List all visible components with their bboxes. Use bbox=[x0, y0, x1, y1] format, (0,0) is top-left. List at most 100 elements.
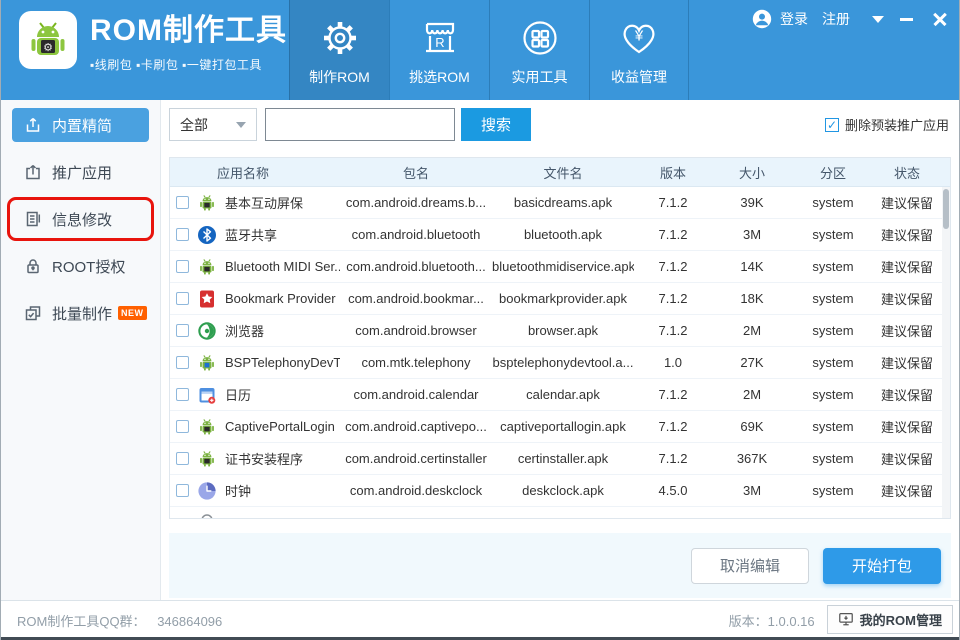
footer: ROM制作工具QQ群： 346864096 版本：1.0.0.16 我的ROM管… bbox=[1, 600, 959, 640]
column-header: 文件名 bbox=[543, 165, 583, 181]
app-name: CaptivePortalLogin bbox=[225, 419, 335, 434]
package-name: com.android.calendar bbox=[353, 387, 479, 402]
file-name: bluetooth.apk bbox=[523, 227, 603, 242]
grid-icon bbox=[518, 14, 562, 62]
app-partition: system bbox=[812, 227, 854, 242]
file-name: deskclock.apk bbox=[522, 483, 604, 498]
cancel-edit-button[interactable]: 取消编辑 bbox=[691, 547, 809, 584]
sidebar-item-info-edit[interactable]: 信息修改 bbox=[7, 197, 154, 241]
app-size: 39K bbox=[740, 195, 764, 210]
start-pack-button[interactable]: 开始打包 bbox=[823, 547, 941, 584]
app-name: 证书安装程序 bbox=[225, 452, 304, 467]
tab-pick-rom[interactable]: R 挑选ROM bbox=[389, 0, 489, 100]
app-version: 7.1.2 bbox=[658, 195, 688, 210]
select-caret-icon bbox=[236, 121, 246, 128]
minimize-icon[interactable] bbox=[900, 17, 913, 21]
table-row[interactable]: 浏览器 com.android.browser browser.apk 7.1.2 2M… bbox=[170, 315, 950, 347]
app-table: 应用名称 包名 文件名 版本 大小 分区 状态 基本互动屏保 com.androi… bbox=[169, 157, 951, 519]
table-row[interactable]: CaptivePortalLogin com.android.captivepo.… bbox=[170, 411, 950, 443]
row-checkbox[interactable] bbox=[176, 196, 189, 209]
app-status: 建议保留 bbox=[880, 260, 933, 275]
sidebar-item-label: 内置精简 bbox=[52, 117, 113, 135]
app-version: 7.1.2 bbox=[658, 387, 688, 402]
row-checkbox[interactable] bbox=[176, 228, 189, 241]
column-header: 状态 bbox=[893, 165, 920, 181]
row-checkbox[interactable] bbox=[176, 292, 189, 305]
table-row[interactable]: 时钟 com.android.deskclock deskclock.apk 4.5.… bbox=[170, 475, 950, 507]
row-checkbox[interactable] bbox=[176, 388, 189, 401]
gear-icon bbox=[318, 14, 362, 62]
app-version: 4.5.0 bbox=[658, 483, 688, 498]
scrollbar-thumb[interactable] bbox=[943, 189, 949, 229]
menu-caret-icon[interactable] bbox=[872, 15, 884, 23]
app-partition: system bbox=[812, 483, 854, 498]
row-checkbox[interactable] bbox=[176, 356, 189, 369]
row-checkbox[interactable] bbox=[176, 452, 189, 465]
table-row[interactable]: 证书安装程序 com.android.certinstaller certinsta… bbox=[170, 443, 950, 475]
qq-group-label: ROM制作工具QQ群： bbox=[17, 614, 146, 629]
lock-icon bbox=[24, 257, 42, 275]
column-header: 版本 bbox=[659, 165, 686, 181]
login-link[interactable]: 登录 bbox=[780, 11, 808, 27]
my-rom-manage-button[interactable]: 我的ROM管理 bbox=[826, 604, 953, 634]
sidebar-item-root-auth[interactable]: ROOT授权 bbox=[12, 249, 149, 283]
sidebar: 内置精简 推广应用 信息修改 bbox=[1, 100, 161, 600]
nav-tabs: 制作ROM R 挑选ROM bbox=[289, 0, 689, 100]
table-row[interactable]: Bluetooth MIDI Ser... com.android.bluetoo… bbox=[170, 251, 950, 283]
app-name: 基本互动屏保 bbox=[225, 196, 304, 211]
table-row[interactable]: 日历 com.android.calendar calendar.apk 7.1.2 2… bbox=[170, 379, 950, 411]
clock-app-icon bbox=[197, 481, 217, 501]
tab-earnings[interactable]: ¥ 收益管理 bbox=[589, 0, 689, 100]
app-version: 7.1.2 bbox=[658, 227, 688, 242]
category-select[interactable]: 全部 bbox=[169, 108, 257, 141]
tab-label: 挑选ROM bbox=[409, 68, 470, 85]
file-name: browser.apk bbox=[527, 323, 599, 338]
sidebar-item-builtin-trim[interactable]: 内置精简 bbox=[12, 108, 149, 142]
svg-text:⚙: ⚙ bbox=[43, 42, 53, 54]
row-checkbox[interactable] bbox=[176, 260, 189, 273]
category-select-value: 全部 bbox=[180, 116, 208, 133]
bookmark-app-icon bbox=[197, 289, 217, 309]
app-status: 建议保留 bbox=[880, 420, 933, 435]
table-row[interactable]: BSPTelephonyDevT... com.mtk.telephony bspt… bbox=[170, 347, 950, 379]
search-input[interactable] bbox=[265, 108, 455, 141]
table-scrollbar[interactable] bbox=[942, 187, 950, 518]
sidebar-item-promote-apps[interactable]: 推广应用 bbox=[12, 155, 149, 189]
checkbox-checked-icon[interactable]: ✓ bbox=[824, 117, 839, 132]
app-subtitle: ▪线刷包 ▪卡刷包 ▪一键打包工具 bbox=[90, 58, 262, 72]
account-area: 登录 注册 bbox=[752, 9, 947, 29]
app-partition: system bbox=[812, 419, 854, 434]
table-row[interactable]: 蓝牙共享 com.android.bluetooth bluetooth.apk 7.… bbox=[170, 219, 950, 251]
file-name: bookmarkprovider.apk bbox=[499, 291, 627, 306]
close-icon[interactable] bbox=[933, 12, 947, 26]
tab-make-rom[interactable]: 制作ROM bbox=[289, 0, 389, 100]
user-avatar-icon[interactable] bbox=[752, 9, 772, 29]
table-row-partial bbox=[170, 507, 950, 518]
app-logo-icon: ⚙ bbox=[19, 11, 77, 69]
app-size: 27K bbox=[740, 355, 764, 370]
app-status: 建议保留 bbox=[880, 484, 933, 499]
remove-preinstalled-checkbox[interactable]: ✓ 删除预装推广应用 bbox=[824, 115, 949, 134]
info-edit-icon bbox=[24, 210, 42, 228]
row-checkbox[interactable] bbox=[176, 420, 189, 433]
search-button[interactable]: 搜索 bbox=[461, 108, 531, 141]
app-status: 建议保留 bbox=[880, 388, 933, 403]
version-text: 版本：1.0.0.16 bbox=[728, 614, 815, 629]
column-header: 应用名称 bbox=[216, 165, 269, 181]
row-checkbox[interactable] bbox=[176, 324, 189, 337]
app-partition: system bbox=[812, 323, 854, 338]
svg-text:R: R bbox=[435, 35, 444, 50]
app-partition: system bbox=[812, 451, 854, 466]
package-name: com.mtk.telephony bbox=[361, 355, 471, 370]
package-name: com.android.dreams.b... bbox=[345, 195, 487, 210]
app-title: ROM制作工具 bbox=[90, 14, 287, 47]
android-app-icon bbox=[197, 417, 217, 437]
tab-utilities[interactable]: 实用工具 bbox=[489, 0, 589, 100]
sidebar-item-batch-make[interactable]: 批量制作 NEW bbox=[12, 296, 149, 330]
row-checkbox[interactable] bbox=[176, 484, 189, 497]
app-size: 69K bbox=[740, 419, 764, 434]
table-row[interactable]: 基本互动屏保 com.android.dreams.b... basicdreams… bbox=[170, 187, 950, 219]
app-partition: system bbox=[812, 387, 854, 402]
table-row[interactable]: Bookmark Provider com.android.bookmar... b… bbox=[170, 283, 950, 315]
register-link[interactable]: 注册 bbox=[822, 11, 850, 27]
